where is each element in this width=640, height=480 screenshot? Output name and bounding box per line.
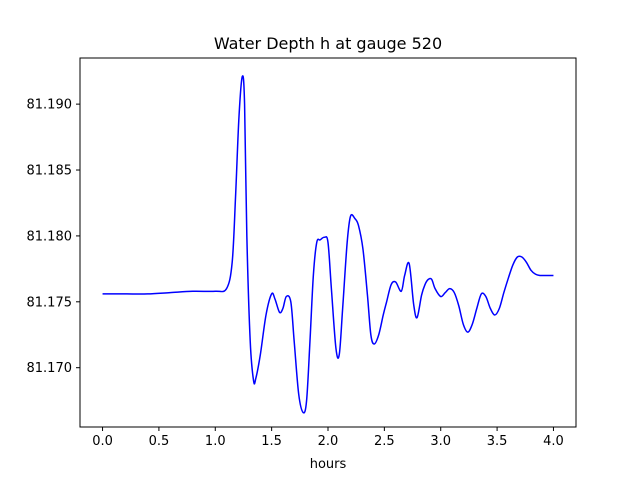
x-axis: 0.0 0.5 1.0 1.5 2.0 2.5 3.0 3.5 4.0 <box>92 427 564 449</box>
x-tick-label: 2.0 <box>318 434 339 449</box>
x-axis-label: hours <box>310 457 347 472</box>
y-tick-label: 81.185 <box>27 164 73 179</box>
x-tick-label: 3.0 <box>430 434 451 449</box>
y-tick-label: 81.180 <box>27 229 73 244</box>
y-tick-label: 81.190 <box>27 98 73 113</box>
x-tick-label: 4.0 <box>543 434 564 449</box>
x-tick-label: 1.0 <box>205 434 226 449</box>
series-line <box>102 75 554 414</box>
chart-title: Water Depth h at gauge 520 <box>214 34 442 53</box>
x-tick-label: 0.0 <box>92 434 113 449</box>
y-tick-label: 81.170 <box>27 361 73 376</box>
y-tick-label: 81.175 <box>27 295 73 310</box>
x-tick-label: 0.5 <box>149 434 170 449</box>
x-tick-label: 3.5 <box>487 434 508 449</box>
y-axis: 81.170 81.175 81.180 81.185 81.190 <box>27 98 80 376</box>
x-tick-label: 2.5 <box>374 434 395 449</box>
x-tick-label: 1.5 <box>261 434 282 449</box>
series-layer <box>102 75 554 414</box>
